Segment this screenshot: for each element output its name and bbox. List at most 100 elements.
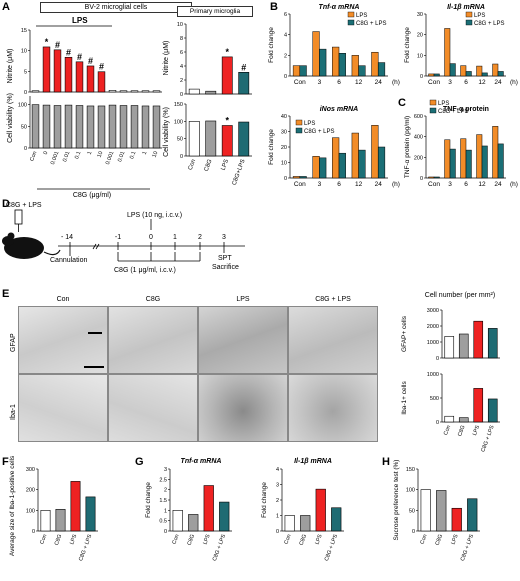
- d-c8g-label: C8G (1 μg/ml, i.c.v.): [114, 267, 176, 274]
- e-col-lps: LPS: [236, 296, 250, 303]
- chart-title: Tnf-α mRNA: [319, 4, 360, 11]
- primary-nitrite-ylabel: Nitrite (μM): [163, 41, 170, 76]
- x-tick-label: 3: [448, 181, 452, 188]
- bar: [284, 515, 295, 532]
- bar: [473, 388, 484, 423]
- panel-e-quant: Cell number (per mm²) 0 1000 2000 3000 GFAP+…: [401, 292, 500, 453]
- h-spt-chart: 0 50 100 150 Con C8G LPS C8G + LPS Sucrose prefe…: [393, 460, 480, 562]
- y-tick-label: 4: [276, 467, 279, 473]
- bar: [358, 65, 366, 77]
- bar: [420, 489, 431, 532]
- bar: [188, 514, 199, 532]
- e-col-con: Con: [56, 296, 70, 303]
- panel-d-schematic: C8G + LPS - 14 -1 0 1 2 3 LPS (10 ng, i.…: [2, 202, 245, 274]
- bar: [40, 510, 51, 532]
- x-tick-label: C8G + LPS: [460, 533, 475, 562]
- y-label: Fold change: [261, 482, 268, 518]
- y-label: TNF-α protein (pg/ml): [404, 116, 411, 178]
- bar: [358, 149, 366, 179]
- y-tick-label: 0: [436, 420, 439, 426]
- y-label: Average size of Iba-1-positive cells (%): [9, 455, 16, 556]
- bar: [476, 65, 483, 77]
- bar: [458, 333, 469, 359]
- bar: [42, 104, 51, 149]
- x-tick-label: 3: [318, 181, 322, 188]
- bar: [351, 132, 359, 179]
- y-tick-label: 0: [420, 176, 423, 182]
- legend-swatch: [347, 11, 355, 18]
- bar: [86, 105, 95, 149]
- y-label: Sucrose preference test (%): [393, 460, 400, 541]
- iba-con-image: [18, 374, 108, 442]
- d-cannulation: Cannulation: [50, 257, 87, 264]
- bar: [451, 507, 462, 532]
- bar: [119, 105, 128, 149]
- y-tick-label: 0.5: [159, 519, 167, 525]
- mouse-icon: [2, 232, 61, 259]
- annotation: *: [225, 115, 229, 125]
- bv2-viability-ylabel: Cell viability (%): [7, 93, 14, 143]
- y-tick-label: 100: [18, 103, 27, 109]
- x-tick-label: C8G + LPS: [212, 533, 227, 562]
- x-tick-label: 24: [494, 79, 502, 86]
- bar: [487, 398, 498, 423]
- y-tick-label: 4: [180, 64, 183, 70]
- chart-title: iNos mRNA: [320, 106, 359, 113]
- bar: [351, 55, 359, 77]
- d-lps-label: LPS (10 ng, i.c.v.): [127, 212, 182, 219]
- y-tick-label: 1.5: [159, 498, 167, 504]
- y-tick-label: 10: [21, 49, 27, 55]
- x-tick-label: Con: [428, 181, 440, 188]
- y-tick-label: 150: [406, 467, 415, 473]
- y-tick-label: 10: [177, 22, 183, 28]
- x-tick-label: 0: [43, 151, 50, 156]
- panel-letter-c: C: [398, 97, 406, 109]
- y-tick-label: 200: [26, 488, 35, 494]
- x-tick-label: Con: [294, 79, 306, 86]
- bar: [481, 72, 488, 77]
- bar: [152, 105, 161, 149]
- x-tick-label: Con: [29, 151, 38, 163]
- y-tick-label: 0: [164, 529, 167, 535]
- e-row-iba: Iba-1: [10, 404, 17, 420]
- bv2-xlabel: C8G (μg/ml): [73, 192, 111, 199]
- y-tick-label: 6: [284, 12, 287, 18]
- c-tnf-protein-chart: 0 200 400 600 Con 3 6 12 24 (h) TNF-α protein (pg/…: [404, 99, 518, 188]
- legend-swatch: [465, 11, 473, 18]
- bar: [332, 46, 340, 77]
- bar: [444, 139, 451, 179]
- bar: [300, 515, 311, 532]
- panel-letter-e: E: [2, 288, 10, 300]
- bar: [497, 71, 504, 77]
- x-tick-label: C8G: [204, 158, 214, 172]
- y-tick-label: 150: [174, 102, 183, 108]
- x-tick-label: 0.01: [62, 151, 71, 163]
- bar: [97, 105, 106, 149]
- y-tick-label: 0: [420, 74, 423, 80]
- y-tick-label: 0: [24, 146, 27, 152]
- bar: [444, 415, 455, 423]
- legend-label: LPS: [356, 13, 367, 19]
- panel-letter-g: G: [135, 456, 144, 468]
- x-tick-label: 0.01: [117, 151, 126, 163]
- x-tick-label: 10: [152, 151, 160, 159]
- e-col-c8glps: C8G + LPS: [315, 296, 351, 303]
- y-tick-label: 6: [180, 50, 183, 56]
- primary-nitrite-chart: 0 2 4 6 8 10 * #: [177, 22, 252, 98]
- y-tick-label: 4: [284, 33, 287, 39]
- bar: [119, 90, 128, 93]
- bv2-nitrite-ylabel: Nitrite (μM): [7, 49, 14, 84]
- y-tick-label: 10: [417, 53, 423, 59]
- y-tick-label: 0: [412, 529, 415, 535]
- x-tick-label: 0.1: [129, 151, 137, 160]
- y-tick-label: 100: [406, 488, 415, 494]
- x-tick-label: LPS: [314, 533, 323, 545]
- bar: [42, 46, 51, 93]
- y-tick-label: 400: [414, 135, 423, 141]
- x-tick-label: 6: [464, 79, 468, 86]
- bar: [188, 88, 200, 95]
- bar: [465, 149, 472, 179]
- bar: [238, 121, 250, 157]
